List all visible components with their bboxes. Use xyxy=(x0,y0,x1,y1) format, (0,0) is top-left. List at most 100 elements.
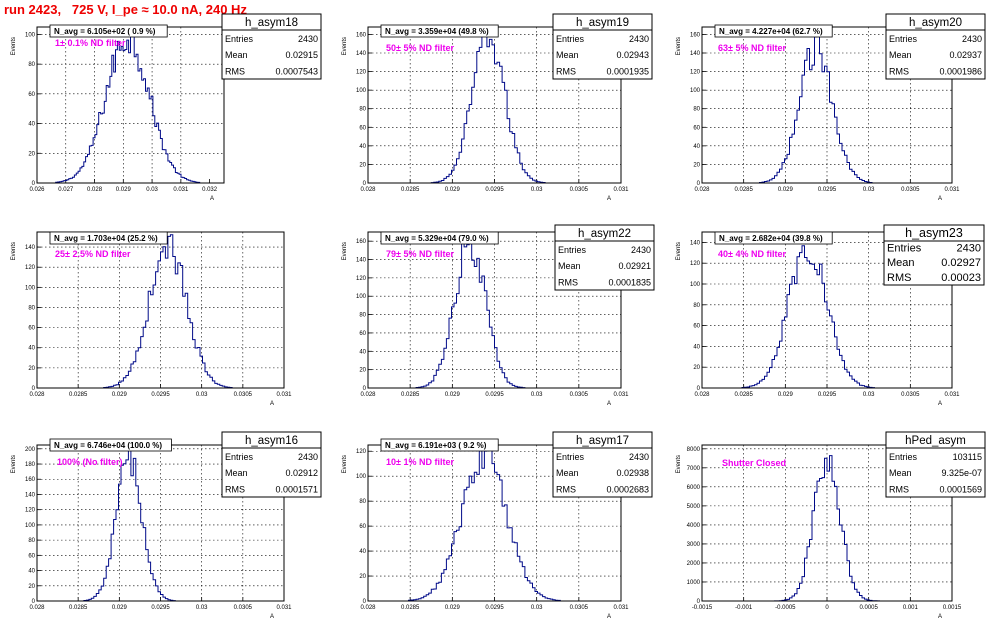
x-tick-label: 0.03 xyxy=(531,392,543,398)
x-tick-label: 0.03 xyxy=(863,392,875,398)
filter-annotation: 79± 5% ND filter xyxy=(386,249,454,259)
y-axis-title: Events xyxy=(11,242,17,260)
x-tick-label: 0.028 xyxy=(360,187,376,193)
y-tick-label: 60 xyxy=(28,326,35,332)
navg-label: N_avg = 6.105e+02 ( 0.9 %) xyxy=(54,27,156,36)
x-axis-title: A xyxy=(270,614,274,620)
y-axis-title: Events xyxy=(11,455,17,473)
y-tick-label: 0 xyxy=(32,386,36,392)
stats-label-rms: RMS xyxy=(225,66,245,76)
stats-title: h_asym16 xyxy=(245,435,298,447)
y-tick-label: 7000 xyxy=(687,466,701,472)
y-tick-label: 40 xyxy=(359,144,366,150)
y-tick-label: 0 xyxy=(363,181,367,187)
x-tick-label: 0.029 xyxy=(445,605,461,611)
x-tick-label: 0.029 xyxy=(116,187,132,193)
navg-box xyxy=(49,438,172,452)
y-tick-label: 140 xyxy=(690,51,701,57)
stats-title: h_asym17 xyxy=(576,435,629,447)
y-tick-label: 80 xyxy=(359,499,366,505)
y-tick-label: 140 xyxy=(690,240,701,246)
navg-label: N_avg = 2.682e+04 (39.8 %) xyxy=(719,234,823,243)
x-tick-label: 0.031 xyxy=(613,605,629,611)
stats-label-rms: RMS xyxy=(556,66,576,76)
x-tick-label: 0.028 xyxy=(29,605,45,611)
x-tick-label: 0.0305 xyxy=(570,187,589,193)
x-tick-label: 0.0295 xyxy=(485,187,504,193)
y-tick-label: 60 xyxy=(28,92,35,98)
y-tick-label: 100 xyxy=(356,294,367,300)
navg-label: N_avg = 6.746e+04 (100.0 %) xyxy=(54,441,162,450)
histogram-pad-h_asym19: 0.028 0.0285 0.029 0.0295 0.03 0.0305 0.031 0 20… xyxy=(342,13,653,202)
x-tick-label: 0.03 xyxy=(196,392,208,398)
histogram-pad-h_asym23: 0.028 0.0285 0.029 0.0295 0.03 0.0305 0.031 0 20… xyxy=(676,224,985,407)
x-tick-label: -0.001 xyxy=(735,605,753,611)
y-tick-label: 120 xyxy=(356,276,367,282)
y-tick-label: 160 xyxy=(25,477,36,483)
navg-box xyxy=(380,231,499,245)
stats-label-entries: Entries xyxy=(556,452,585,462)
stats-box-h_asym23: h_asym23 Entries 2430 Mean 0.02927 RMS 0.00023 xyxy=(883,224,985,286)
x-tick-label: 0.028 xyxy=(694,392,710,398)
y-tick-label: 4000 xyxy=(687,523,701,529)
stats-label-mean: Mean xyxy=(556,468,579,478)
x-tick-label: 0.0305 xyxy=(234,392,253,398)
y-tick-label: 140 xyxy=(356,51,367,57)
x-tick-label: -0.0015 xyxy=(692,605,713,611)
stats-title: h_asym19 xyxy=(576,17,629,29)
stats-value-mean: 9.325e-07 xyxy=(941,468,982,478)
y-tick-label: 20 xyxy=(693,162,700,168)
navg-label: N_avg = 3.359e+04 (49.8 %) xyxy=(385,27,489,36)
stats-box-frame xyxy=(554,224,655,291)
y-tick-label: 0 xyxy=(32,181,36,187)
y-tick-label: 120 xyxy=(690,70,701,76)
histogram-pad-h_asym16: 0.028 0.0285 0.029 0.0295 0.03 0.0305 0.031 0 20… xyxy=(11,431,322,620)
x-tick-label: 0.0305 xyxy=(901,392,920,398)
stats-value-entries: 2430 xyxy=(629,34,649,44)
stats-box-frame xyxy=(883,224,985,286)
x-tick-label: 0.0285 xyxy=(734,392,753,398)
y-axis-title: Events xyxy=(342,242,348,260)
x-tick-label: 0.029 xyxy=(445,187,461,193)
y-tick-label: 60 xyxy=(359,331,366,337)
x-tick-label: 0.0305 xyxy=(901,187,920,193)
y-tick-label: 20 xyxy=(693,365,700,371)
y-tick-label: 120 xyxy=(25,265,36,271)
x-tick-label: 0.0305 xyxy=(570,392,589,398)
stats-label-entries: Entries xyxy=(889,34,918,44)
y-tick-label: 40 xyxy=(693,344,700,350)
y-tick-label: 20 xyxy=(28,584,35,590)
y-tick-label: 160 xyxy=(356,32,367,38)
x-tick-label: 0.0285 xyxy=(401,392,420,398)
y-tick-label: 40 xyxy=(28,122,35,128)
y-axis-title: Events xyxy=(676,242,682,260)
x-tick-label: 0.029 xyxy=(778,392,794,398)
y-tick-label: 60 xyxy=(693,324,700,330)
stats-box-h_asym22: h_asym22 Entries 2430 Mean 0.02921 RMS 0.00018… xyxy=(554,224,655,291)
y-axis-title: Events xyxy=(11,37,17,55)
stats-label-mean: Mean xyxy=(225,50,248,60)
stats-label-mean: Mean xyxy=(889,50,912,60)
x-tick-label: 0.028 xyxy=(360,392,376,398)
x-tick-label: 0.031 xyxy=(276,605,292,611)
y-tick-label: 120 xyxy=(356,70,367,76)
x-tick-label: 0.032 xyxy=(202,187,218,193)
filter-annotation: 100% (No filter) xyxy=(57,457,123,467)
histogram-pad-h_asym18: 0.026 0.027 0.028 0.029 0.03 0.031 0.032 0 20 40 6… xyxy=(11,13,322,202)
y-tick-label: 40 xyxy=(359,349,366,355)
y-tick-label: 100 xyxy=(690,282,701,288)
histogram-pad-h_asym22: 0.028 0.0285 0.029 0.0295 0.03 0.0305 0.031 0 20… xyxy=(342,224,655,407)
y-tick-label: 100 xyxy=(25,32,36,38)
x-tick-label: 0.029 xyxy=(112,392,128,398)
y-axis-title: Events xyxy=(676,37,682,55)
x-tick-label: 0.0285 xyxy=(734,187,753,193)
navg-label: N_avg = 5.329e+04 (79.0 %) xyxy=(385,234,489,243)
stats-value-entries: 2430 xyxy=(629,452,649,462)
histogram-pad-hPed_asym: -0.0015 -0.001 -0.0005 0 0.0005 0.001 0.0015 0 1… xyxy=(676,431,986,620)
navg-box xyxy=(49,24,168,38)
stats-label-mean: Mean xyxy=(225,468,248,478)
stats-value-entries: 2430 xyxy=(957,243,981,255)
y-tick-label: 20 xyxy=(359,368,366,374)
x-tick-label: 0.028 xyxy=(694,187,710,193)
stats-box-h_asym18: h_asym18 Entries 2430 Mean 0.02915 RMS 0.00075… xyxy=(221,13,322,80)
